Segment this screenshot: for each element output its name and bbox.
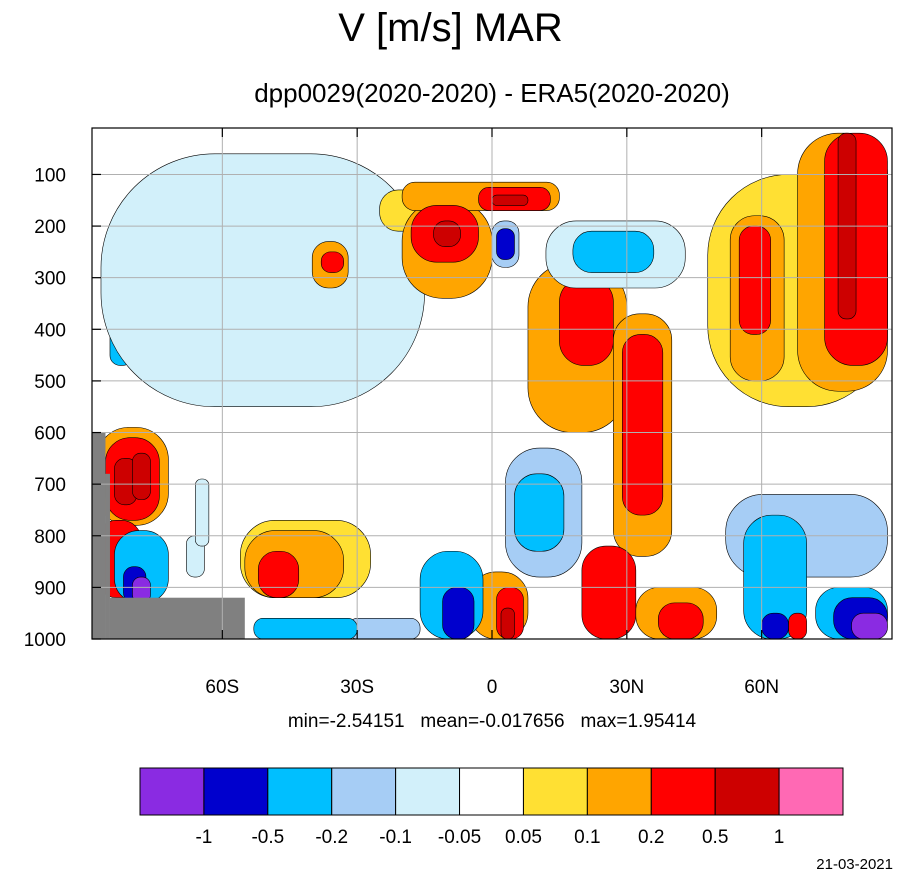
- stats-text: min=-2.54151 mean=-0.017656 max=1.95414: [287, 711, 697, 732]
- contour-region: [657, 602, 704, 640]
- contour-region: [253, 618, 358, 640]
- y-tick-label: 900: [34, 578, 66, 599]
- contour-region: [100, 153, 425, 408]
- contour-region: [581, 545, 637, 640]
- contour-region: [257, 550, 300, 599]
- contour-region: [442, 587, 475, 640]
- colorbar-swatch: [778, 767, 844, 816]
- colorbar-swatch: [714, 767, 780, 816]
- contour-region: [347, 618, 421, 640]
- contour-region: [572, 230, 655, 273]
- colorbar-label: 1: [774, 827, 785, 848]
- contour-region: [320, 251, 344, 273]
- y-tick-label: 800: [34, 527, 66, 548]
- contour-region: [738, 225, 771, 335]
- contour-region: [514, 473, 565, 552]
- colorbar-label: 0.2: [638, 827, 664, 848]
- missing-data-region: [105, 473, 110, 639]
- axis-ticks: 60S 30S 0 30N 60N 100 200 300 400 500 600 700 800 900…: [24, 128, 779, 698]
- date-stamp: 21-03-2021: [816, 856, 893, 873]
- x-tick-label: 60N: [744, 677, 779, 698]
- y-tick-label: 100: [34, 165, 66, 186]
- contour-region: [559, 277, 614, 366]
- y-tick-label: 600: [34, 424, 66, 445]
- contour-region: [433, 220, 461, 248]
- chart-title: V [m/s] MAR: [338, 6, 563, 50]
- colorbar-swatch: [650, 767, 716, 816]
- colorbar-label: 0.05: [505, 827, 542, 848]
- contour-region: [195, 478, 210, 547]
- contour-region: [761, 612, 789, 640]
- colorbar-label: -0.05: [438, 827, 481, 848]
- colorbar-swatch: [331, 767, 397, 816]
- colorbar-swatch: [395, 767, 461, 816]
- contour-region: [622, 334, 664, 516]
- missing-data-region: [109, 597, 245, 639]
- y-tick-label: 500: [34, 372, 66, 393]
- colorbar-swatch: [139, 767, 205, 816]
- x-tick-label: 30S: [340, 677, 374, 698]
- chart-subtitle: dpp0029(2020-2020) - ERA5(2020-2020): [254, 78, 730, 108]
- contour-region: [496, 228, 515, 260]
- contour-region: [851, 612, 888, 640]
- contour-region: [500, 607, 515, 640]
- colorbar-label: 0.1: [574, 827, 600, 848]
- colorbar: -1 -0.5 -0.2 -0.1 -0.05 0.05 0.1 0.2 0.5 1: [139, 767, 844, 848]
- colorbar-label: -0.1: [379, 827, 412, 848]
- y-tick-label: 200: [34, 217, 66, 238]
- contour-region: [132, 452, 151, 500]
- colorbar-swatch: [522, 767, 588, 816]
- x-tick-label: 60S: [205, 677, 239, 698]
- colorbar-swatch: [586, 767, 652, 816]
- y-tick-label: 700: [34, 475, 66, 496]
- y-tick-label: 300: [34, 269, 66, 290]
- contour-region: [491, 194, 529, 206]
- colorbar-label: 0.5: [702, 827, 728, 848]
- colorbar-swatch: [459, 767, 524, 816]
- colorbar-label: -0.5: [251, 827, 284, 848]
- x-tick-label: 0: [487, 677, 498, 698]
- colorbar-swatch: [203, 767, 269, 816]
- contour-region: [788, 612, 807, 640]
- colorbar-swatch: [267, 767, 333, 816]
- y-tick-label: 400: [34, 320, 66, 341]
- y-tick-label: 1000: [24, 630, 66, 651]
- colorbar-label: -0.2: [315, 827, 348, 848]
- colorbar-label: -1: [195, 827, 212, 848]
- x-tick-label: 30N: [609, 677, 644, 698]
